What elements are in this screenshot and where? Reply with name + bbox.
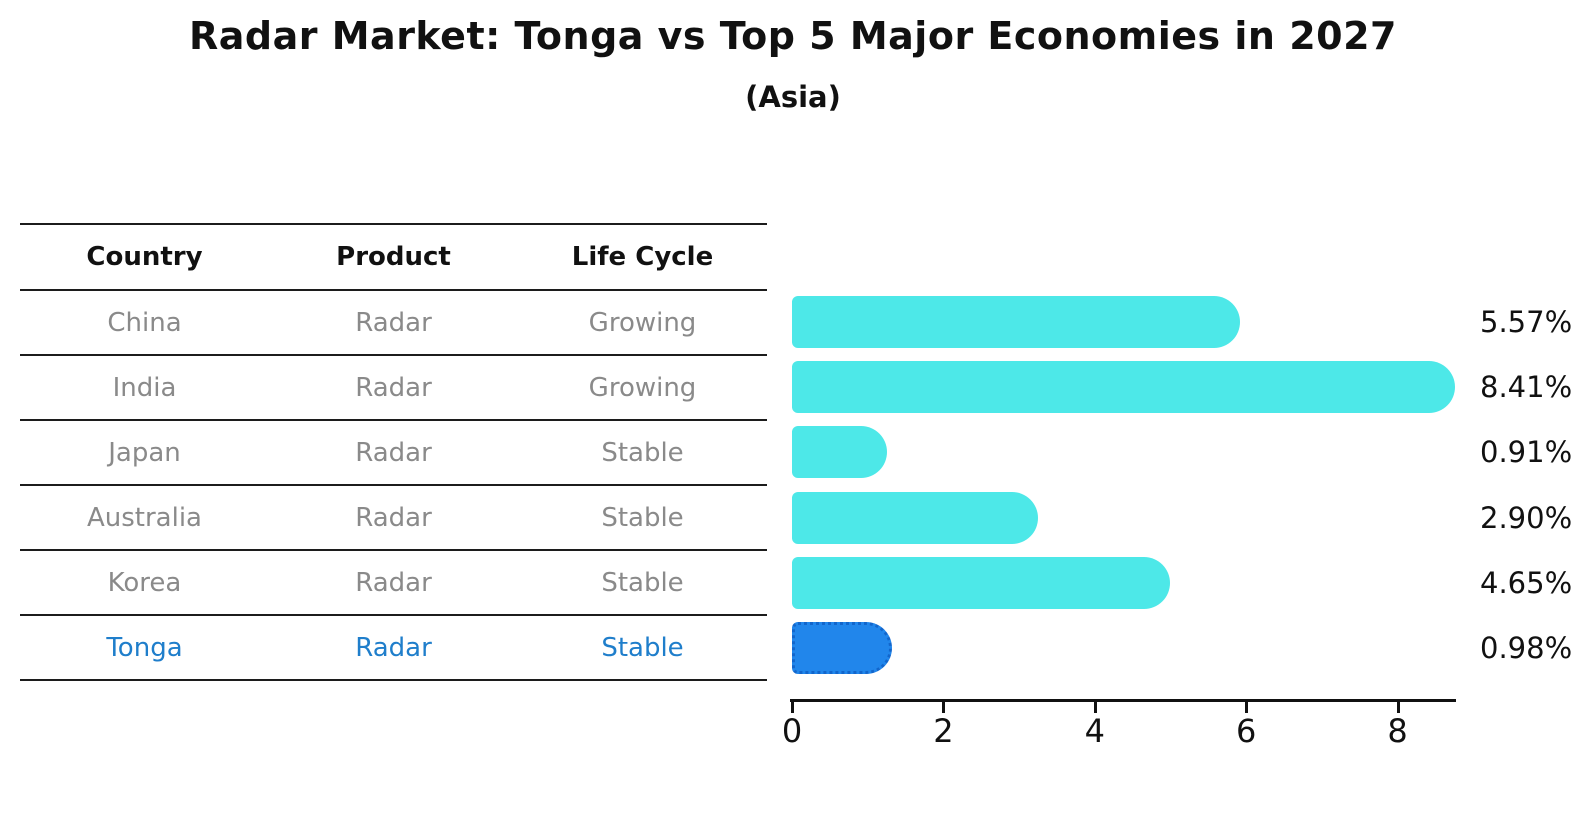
x-axis-line (790, 699, 1456, 702)
bar-australia (792, 491, 1038, 544)
value-label-china: 5.57% (1480, 304, 1573, 339)
table-row-china: China Radar Growing (20, 290, 767, 355)
bar-india (792, 360, 1455, 413)
header-life-cycle: Life Cycle (571, 242, 714, 272)
tick-label: 6 (1236, 712, 1257, 750)
cell-product: Radar (355, 372, 432, 403)
bar-japan (792, 426, 887, 479)
table-row-india: India Radar Growing (20, 355, 767, 420)
cell-country: Korea (107, 567, 182, 598)
cell-country: India (112, 372, 177, 403)
cell-country: China (107, 307, 182, 338)
cell-life-cycle: Stable (601, 567, 684, 598)
tick-mark (791, 702, 794, 713)
table-body: China Radar Growing India Radar Growing … (20, 290, 767, 680)
cell-life-cycle: Stable (601, 502, 684, 533)
tick-mark (1245, 702, 1249, 713)
table-row-japan: Japan Radar Stable (20, 420, 767, 485)
table-row-australia: Australia Radar Stable (20, 485, 767, 550)
tick-mark (1093, 702, 1097, 713)
bar-china (792, 295, 1240, 348)
table-row-korea: Korea Radar Stable (20, 550, 767, 615)
cell-life-cycle: Growing (588, 372, 697, 403)
table-row-tonga: Tonga Radar Stable (20, 615, 767, 680)
value-label-australia: 2.90% (1480, 500, 1573, 535)
cell-product: Radar (355, 307, 432, 338)
value-label-tonga: 0.98% (1480, 631, 1573, 666)
cell-country: Japan (108, 437, 181, 468)
value-label-india: 8.41% (1480, 369, 1573, 404)
cell-life-cycle: Stable (601, 632, 684, 663)
chart-title: Radar Market: Tonga vs Top 5 Major Econo… (189, 14, 1397, 58)
table-header: Country Product Life Cycle (20, 224, 767, 290)
tick-label: 8 (1387, 712, 1408, 750)
cell-product: Radar (355, 502, 432, 533)
cell-product: Radar (355, 567, 432, 598)
tick-label: 4 (1084, 712, 1105, 750)
header-country: Country (86, 242, 203, 272)
country-table: Country Product Life Cycle China Radar G… (20, 223, 767, 681)
value-label-japan: 0.91% (1480, 435, 1573, 470)
header-product: Product (336, 242, 451, 272)
chart-subtitle: (Asia) (745, 80, 841, 114)
cell-country: Tonga (106, 632, 183, 663)
cell-country: Australia (86, 502, 202, 533)
tick-mark (1396, 702, 1400, 713)
tick-label: 2 (933, 712, 954, 750)
tick-label: 0 (781, 712, 803, 750)
value-label-korea: 4.65% (1480, 565, 1573, 600)
cell-life-cycle: Growing (588, 307, 697, 338)
table-header-row: Country Product Life Cycle (20, 224, 767, 290)
cell-product: Radar (355, 437, 432, 468)
tick-mark (942, 702, 946, 713)
cell-life-cycle: Stable (601, 437, 684, 468)
bar-korea (792, 556, 1170, 609)
bar-tonga (792, 622, 893, 675)
cell-product: Radar (355, 632, 432, 663)
